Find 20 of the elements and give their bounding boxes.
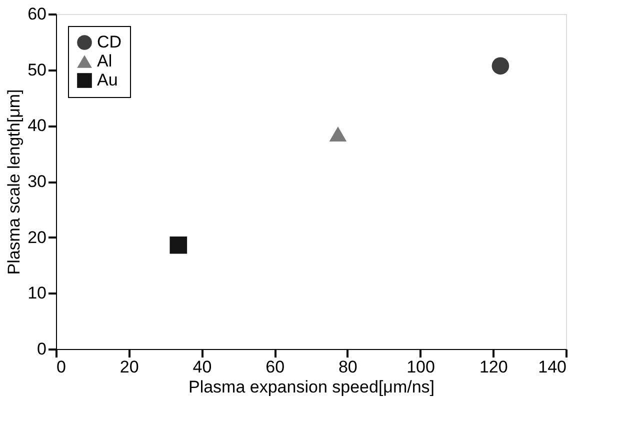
- y-tick-label: 0: [37, 340, 46, 358]
- legend-label: CD: [97, 32, 122, 52]
- y-tick-label: 50: [28, 60, 46, 80]
- x-tick-label: 140: [538, 358, 566, 376]
- x-tick-label: 20: [120, 358, 139, 376]
- x-tick-label: 60: [266, 358, 285, 376]
- legend-label: Al: [97, 52, 112, 70]
- y-axis-title: Plasma scale length[μm]: [4, 89, 24, 275]
- y-tick-label: 40: [28, 116, 46, 136]
- x-axis-title: Plasma expansion speed[μm/ns]: [188, 378, 435, 396]
- y-tick-label: 60: [28, 4, 46, 24]
- x-tick-label: 40: [192, 358, 212, 376]
- legend-label: Au: [97, 70, 118, 90]
- x-tick-label: 0: [56, 358, 66, 376]
- x-tick-label: 120: [479, 358, 508, 376]
- y-tick-label: 30: [28, 172, 46, 191]
- y-tick-label: 10: [28, 284, 46, 303]
- y-tick-label: 20: [28, 228, 46, 247]
- x-tick-label: 80: [338, 358, 358, 376]
- x-tick-label: 100: [406, 358, 435, 376]
